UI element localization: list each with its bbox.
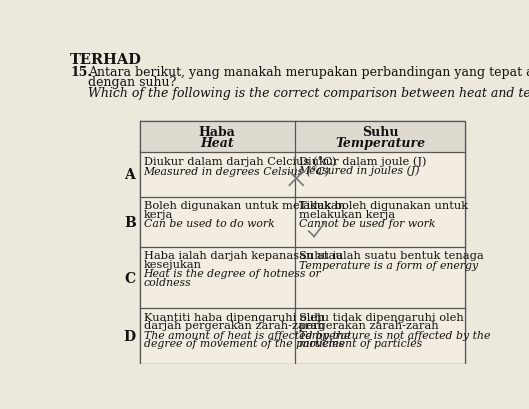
Text: degree of movement of the particles: degree of movement of the particles (144, 339, 344, 348)
Text: Haba: Haba (199, 126, 236, 139)
Text: TERHAD: TERHAD (70, 53, 142, 67)
Bar (140, 247, 465, 309)
Text: Antara berikut, yang manakah merupakan perbandingan yang tepat antara haba: Antara berikut, yang manakah merupakan p… (88, 66, 529, 79)
Text: Which of the following is the correct comparison between heat and temperature?: Which of the following is the correct co… (88, 87, 529, 100)
Text: Haba ialah darjah kepanasan atau: Haba ialah darjah kepanasan atau (144, 250, 342, 260)
Text: 15.: 15. (70, 66, 92, 79)
Text: melakukan kerja: melakukan kerja (299, 209, 395, 219)
Text: D: D (124, 329, 136, 343)
Text: pergerakan zarah-zarah: pergerakan zarah-zarah (299, 321, 438, 330)
Text: C: C (124, 271, 135, 285)
Text: Tidak boleh digunakan untuk: Tidak boleh digunakan untuk (299, 200, 468, 210)
Text: Cannot be used for work: Cannot be used for work (299, 219, 435, 229)
Bar (140, 122, 465, 153)
Text: Suhu: Suhu (362, 126, 398, 139)
Text: Diukur dalam joule (J): Diukur dalam joule (J) (299, 156, 426, 166)
Text: B: B (124, 215, 135, 229)
Text: coldness: coldness (144, 277, 191, 287)
Text: The amount of heat is affected by the: The amount of heat is affected by the (144, 330, 350, 340)
Text: A: A (124, 168, 135, 182)
Text: Suhu ialah suatu bentuk tenaga: Suhu ialah suatu bentuk tenaga (299, 250, 484, 260)
Text: Heat is the degree of hotness or: Heat is the degree of hotness or (144, 269, 322, 279)
Bar (140, 122, 465, 364)
Text: Suhu tidak dipengaruhi oleh: Suhu tidak dipengaruhi oleh (299, 312, 463, 322)
Text: Boleh digunakan untuk melakukan: Boleh digunakan untuk melakukan (144, 200, 345, 210)
Text: Measured in joules (J): Measured in joules (J) (299, 166, 420, 176)
Text: darjah pergerakan zarah-zarah: darjah pergerakan zarah-zarah (144, 321, 324, 330)
Text: kesejukan: kesejukan (144, 259, 202, 269)
Bar (140, 309, 465, 364)
Bar (140, 197, 465, 247)
Text: kerja: kerja (144, 209, 173, 219)
Text: Temperature is not affected by the: Temperature is not affected by the (299, 330, 490, 340)
Text: Temperature: Temperature (335, 137, 425, 150)
Text: dengan suhu?: dengan suhu? (88, 76, 176, 89)
Bar (140, 153, 465, 197)
Text: Measured in degrees Celsius (°C): Measured in degrees Celsius (°C) (144, 166, 330, 176)
Text: Can be used to do work: Can be used to do work (144, 219, 275, 229)
Text: Temperature is a form of energy: Temperature is a form of energy (299, 260, 478, 270)
Text: Diukur dalam darjah Celcius (°C): Diukur dalam darjah Celcius (°C) (144, 156, 336, 167)
Text: movement of particles: movement of particles (299, 339, 422, 348)
Text: Heat: Heat (200, 137, 234, 150)
Text: Kuantiti haba dipengaruhi oleh: Kuantiti haba dipengaruhi oleh (144, 312, 324, 322)
